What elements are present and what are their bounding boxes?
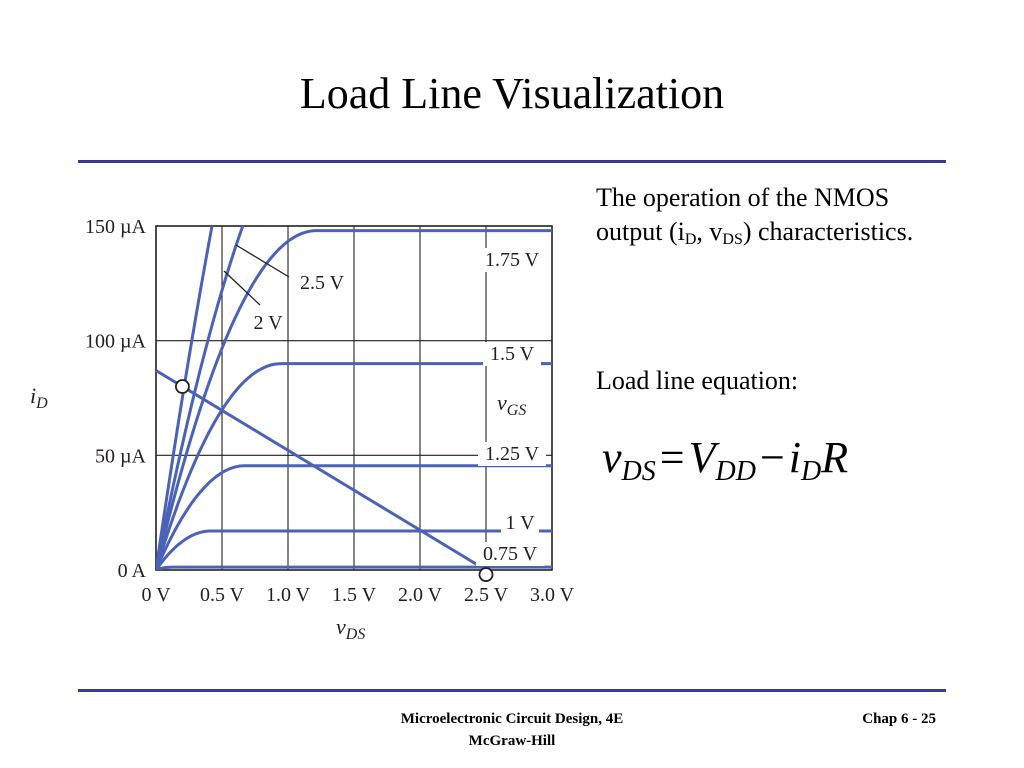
curve-label-bg (483, 342, 541, 366)
characteristic-curve (156, 226, 245, 570)
y-tick-label: 0 A (118, 560, 147, 582)
footer-source: Microelectronic Circuit Design, 4E McGra… (320, 708, 704, 752)
y-tick-label: 50 µA (95, 445, 147, 467)
footer-publisher: McGraw-Hill (468, 733, 556, 749)
curve-label-bg (476, 542, 544, 566)
y-tick-label: 100 µA (85, 331, 147, 353)
x-tick-label: 1.5 V (332, 584, 377, 606)
bottom-divider (78, 689, 946, 692)
chart-ticks: 0 V 0.5 V 1.0 V 1.5 V 2.0 V 2.5 V 3.0 V 0 A 50 µ… (85, 216, 575, 606)
curve-label-bg (478, 248, 546, 272)
footer-book: Microelectronic Circuit Design, 4E (400, 711, 624, 727)
curve-label-bg (478, 442, 546, 466)
x-tick-label: 2.0 V (398, 584, 443, 606)
leader-line (235, 244, 290, 278)
operating-point (478, 567, 494, 582)
x-axis-label: vDS (336, 614, 365, 643)
load-line-equation: vDS=VDD−iDR (602, 433, 849, 487)
top-divider (78, 160, 946, 163)
footer-page-number: Chap 6 - 25 (862, 711, 936, 727)
operating-point (174, 379, 190, 394)
x-tick-label: 0.5 V (200, 584, 245, 606)
vgs-legend-label: vGS (497, 390, 526, 419)
curve-label: 2 V (253, 312, 283, 334)
x-tick-label: 2.5 V (464, 584, 509, 606)
curve-label: 1.5 V (490, 343, 535, 365)
x-tick-label: 3.0 V (530, 584, 575, 606)
y-axis-label: iD (30, 383, 48, 412)
x-tick-label: 1.0 V (266, 584, 311, 606)
curve-label: 0.75 V (483, 543, 538, 565)
characteristic-curve (156, 529, 552, 570)
characteristic-curve (156, 565, 552, 570)
load-line (155, 369, 487, 572)
slide-title: Load Line Visualization (299, 69, 725, 118)
curve-label: 1 V (505, 512, 535, 534)
leader-line (223, 270, 261, 306)
curve-label-bg (501, 511, 539, 535)
curve-label: 2.5 V (300, 272, 345, 294)
y-tick-label: 150 µA (85, 216, 147, 238)
x-tick-label: 0 V (141, 584, 171, 606)
curve-label: 1.25 V (485, 443, 540, 465)
curve-label: 1.75 V (485, 249, 540, 271)
output-characteristics-chart: 0 V 0.5 V 1.0 V 1.5 V 2.0 V 2.5 V 3.0 V 0 A 50 µ… (30, 216, 575, 643)
chart-grid (155, 225, 553, 571)
description-text: The operation of the NMOS output (iD, vD… (596, 183, 914, 248)
characteristic-curve (156, 229, 552, 570)
curve-label-bg (249, 311, 287, 335)
chart-curves (155, 226, 552, 582)
curve-label-bg (293, 271, 351, 295)
equation-label: Load line equation: (596, 366, 799, 395)
